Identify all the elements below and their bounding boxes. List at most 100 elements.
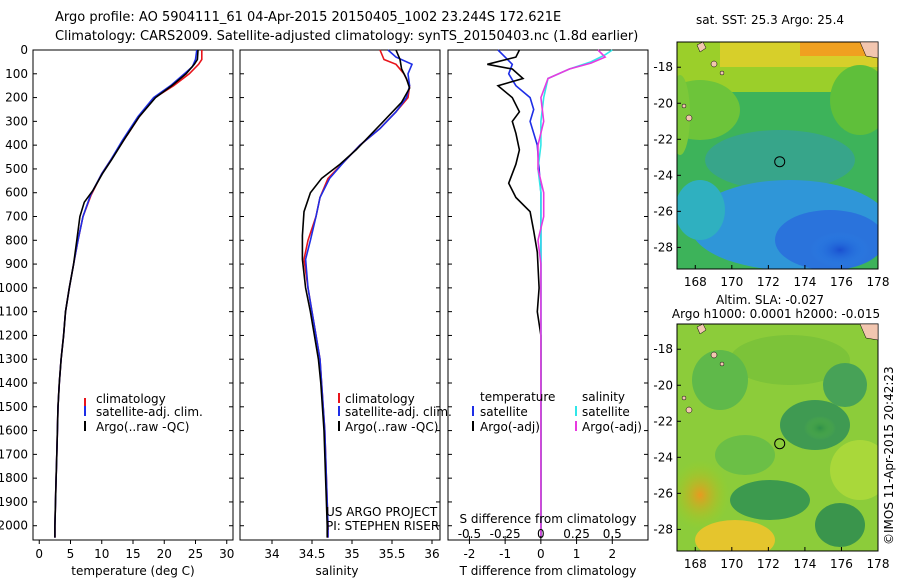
depth-tick-label: 1300	[0, 352, 28, 366]
t-difference-axis-label: T difference from climatology	[459, 564, 637, 578]
depth-tick-label: 1900	[0, 495, 28, 509]
map-x-tick-label: 168	[684, 275, 707, 289]
map-x-tick-label: 178	[867, 557, 890, 571]
depth-tick-label: 1000	[0, 281, 28, 295]
x-tick-label: -0.5	[458, 527, 481, 541]
legend-temperature-title: temperature	[480, 390, 555, 404]
temperature-x-axis: 0 5 10 15 20 25 30	[35, 540, 234, 561]
map-y-tick-label: -28	[653, 522, 673, 536]
island-shape	[719, 70, 725, 76]
x-tick-label: 34	[264, 547, 279, 561]
island-shape	[710, 60, 718, 68]
legend-t-satellite-label: satellite	[480, 405, 528, 419]
sst-map-field	[677, 42, 878, 269]
series-line-satellite-adj-clim-	[304, 49, 414, 538]
map-y-tick-label: -28	[653, 240, 673, 254]
x-tick-label: 10	[94, 547, 109, 561]
island-shape	[719, 361, 725, 367]
map-y-tick-label: -22	[653, 414, 673, 428]
sla-map-title: Altim. SLA: -0.027	[716, 293, 824, 307]
salinity-x-axis: 34 34.5 35 35.5 36	[264, 540, 440, 561]
depth-tick-label: 300	[5, 114, 28, 128]
sla-map-field	[677, 324, 878, 551]
depth-tick-label: 900	[5, 257, 28, 271]
x-tick-label: 36	[424, 547, 439, 561]
difference-x-axis: -2 -1 0 1 2 -0.5 -0.25 0 0.25 0.5	[458, 527, 622, 561]
difference-profile-lines	[487, 49, 613, 538]
legend-salinity-title: salinity	[582, 390, 625, 404]
map-x-tick-label: 176	[830, 275, 853, 289]
map-y-tick-label: -24	[653, 168, 673, 182]
depth-tick-label: 1800	[0, 471, 28, 485]
x-tick-label: 2	[608, 547, 616, 561]
island-shape	[696, 41, 707, 53]
island-shape	[859, 323, 879, 341]
x-tick-label: 15	[125, 547, 140, 561]
depth-tick-label: 1700	[0, 447, 28, 461]
series-line-temperature-satellite	[497, 49, 542, 538]
x-tick-label: 20	[157, 547, 172, 561]
map-y-tick-label: -26	[653, 486, 673, 500]
series-line-satellite-adj-clim-	[54, 49, 198, 538]
legend-satellite-label: satellite-adj. clim.	[96, 405, 203, 419]
map-x-tick-label: 172	[757, 275, 780, 289]
temperature-legend: climatology satellite-adj. clim. Argo(..…	[84, 392, 203, 434]
series-line-salinity-argo-adj-	[537, 49, 607, 538]
depth-tick-label: 2000	[0, 519, 28, 533]
salinity-legend: climatology satellite-adj. clim. Argo(..…	[338, 392, 452, 434]
map-y-tick-label: -22	[653, 132, 673, 146]
depth-tick-label: 1400	[0, 376, 28, 390]
map-y-tick-label: -24	[653, 450, 673, 464]
map-x-tick-label: 174	[793, 275, 816, 289]
series-line-salinity-satellite	[537, 49, 613, 538]
x-tick-label: 0.5	[603, 527, 622, 541]
sst-map-title: sat. SST: 25.3 Argo: 25.4	[696, 13, 844, 27]
sla-map-subtitle: Argo h1000: 0.0001 h2000: -0.015	[672, 307, 880, 321]
map-y-tick-label: -20	[653, 96, 673, 110]
depth-tick-label: 600	[5, 186, 28, 200]
map-y-tick-label: -26	[653, 204, 673, 218]
argo-location-marker	[774, 156, 786, 168]
depth-axis: 0 100 200 300 400 500 600 700 800 900 1000 1100 1200…	[0, 43, 648, 533]
island-shape	[681, 395, 687, 401]
series-line-argo-raw-qc-	[54, 49, 199, 538]
sla-map-frame	[676, 323, 879, 552]
depth-tick-label: 500	[5, 162, 28, 176]
s-difference-axis-label: S difference from climatology	[460, 512, 637, 526]
depth-tick-label: 400	[5, 138, 28, 152]
argo-location-marker	[774, 438, 786, 450]
legend-argo-label: Argo(..raw -QC)	[345, 420, 438, 434]
x-tick-label: 34.5	[299, 547, 326, 561]
sst-map-axes: 168 170 172 174 176 178 -18 -20 -22 -24 -26 -28	[653, 60, 889, 289]
depth-tick-label: 800	[5, 233, 28, 247]
x-tick-label: 25	[188, 547, 203, 561]
sst-map-frame	[676, 41, 879, 270]
series-line-climatology	[303, 49, 411, 538]
depth-tick-label: 1100	[0, 305, 28, 319]
map-y-tick-label: -20	[653, 378, 673, 392]
legend-climatology-label: climatology	[345, 392, 415, 406]
legend-s-satellite-label: satellite	[582, 405, 630, 419]
pi-annotation: PI: STEPHEN RISER	[326, 519, 439, 533]
x-tick-label: 0	[537, 527, 545, 541]
island-shape	[681, 103, 687, 109]
difference-legend: temperature satellite Argo(-adj) salinit…	[472, 390, 642, 434]
x-tick-label: 30	[219, 547, 234, 561]
map-x-tick-label: 174	[793, 557, 816, 571]
temperature-profile-lines	[54, 49, 203, 538]
x-tick-label: 0	[537, 547, 545, 561]
header-title-line: Argo profile: AO 5904111_61 04-Apr-2015 …	[55, 10, 562, 25]
project-annotation: US ARGO PROJECT	[326, 505, 438, 519]
island-shape	[685, 406, 693, 414]
map-x-tick-label: 170	[720, 275, 743, 289]
series-line-temperature-argo-adj-	[487, 49, 542, 538]
x-tick-label: -2	[463, 547, 475, 561]
sst-map-islands	[681, 41, 879, 122]
x-tick-label: 35.5	[379, 547, 406, 561]
sla-map-axes: 168 170 172 174 176 178 -18 -20 -22 -24 -26 -28	[653, 342, 889, 571]
difference-panel-frame	[447, 49, 649, 541]
map-y-tick-label: -18	[653, 60, 673, 74]
depth-tick-label: 100	[5, 67, 28, 81]
